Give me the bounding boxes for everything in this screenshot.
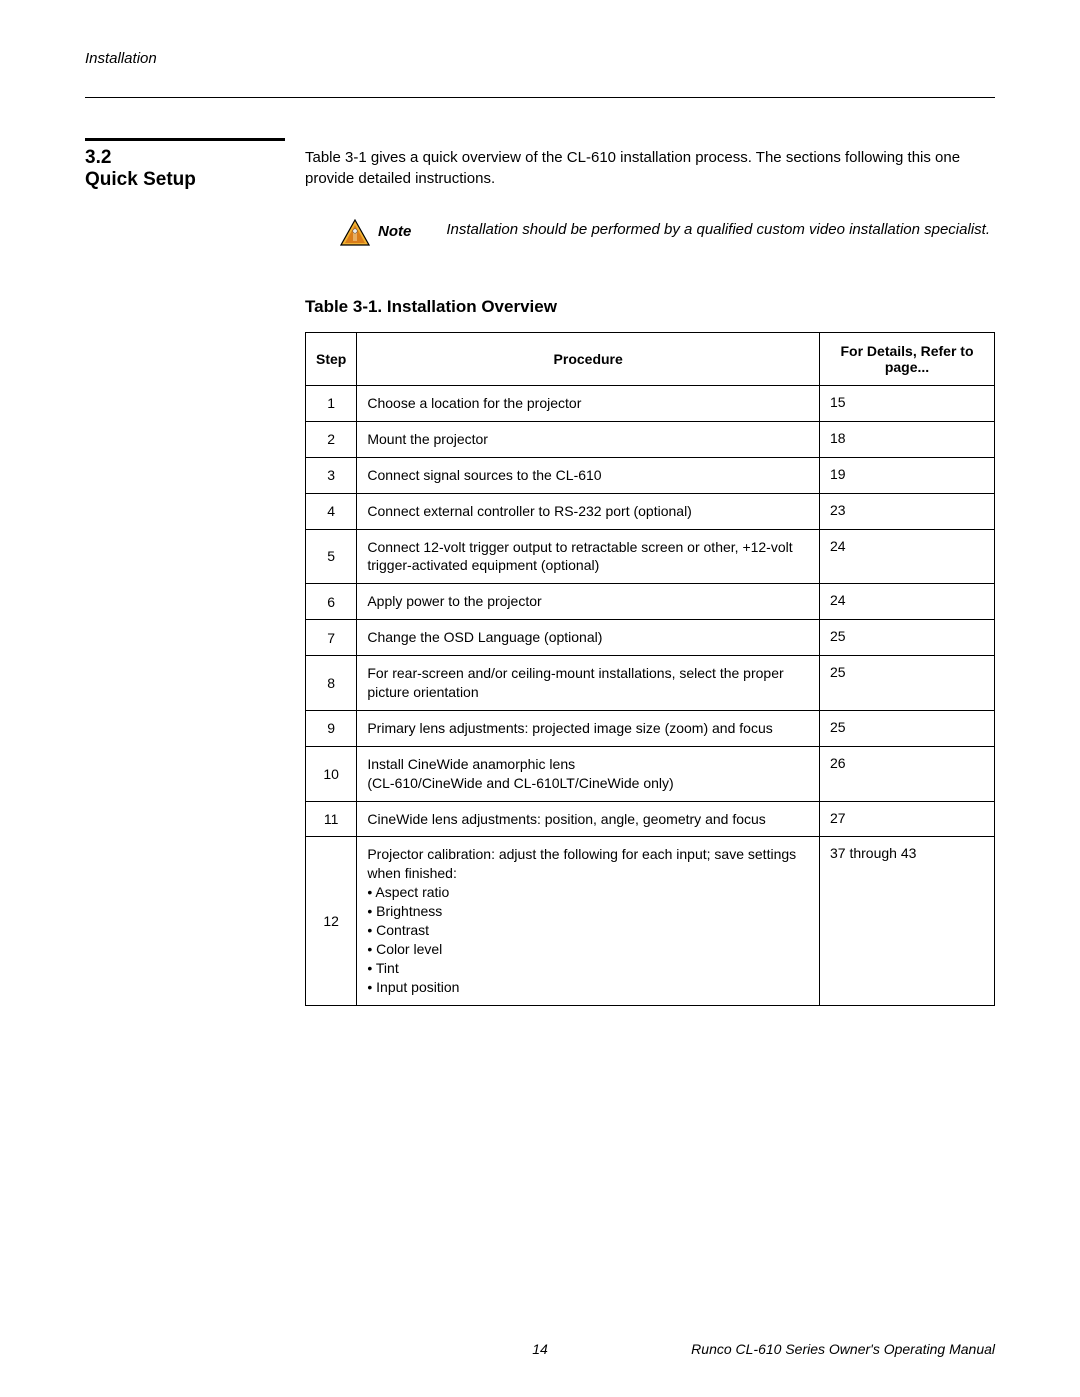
cell-page: 15: [820, 386, 995, 422]
cell-procedure: Connect 12-volt trigger output to retrac…: [357, 529, 820, 584]
cell-step: 11: [306, 801, 357, 837]
header-rule: [85, 97, 995, 98]
page-footer: 14 Runco CL-610 Series Owner's Operating…: [85, 1341, 995, 1357]
page-header: Installation: [85, 50, 995, 67]
table-row: 1Choose a location for the projector15: [306, 386, 995, 422]
cell-page: 26: [820, 746, 995, 801]
cell-page: 27: [820, 801, 995, 837]
page-number: 14: [525, 1341, 555, 1357]
cell-procedure: Connect external controller to RS-232 po…: [357, 493, 820, 529]
cell-step: 1: [306, 386, 357, 422]
cell-page: 25: [820, 656, 995, 711]
note-text: Installation should be performed by a qu…: [446, 219, 990, 240]
cell-step: 5: [306, 529, 357, 584]
cell-procedure: Projector calibration: adjust the follow…: [357, 837, 820, 1005]
table-row: 9Primary lens adjustments: projected ima…: [306, 710, 995, 746]
table-row: 7Change the OSD Language (optional)25: [306, 620, 995, 656]
section-title: Quick Setup: [85, 169, 285, 191]
cell-page: 25: [820, 620, 995, 656]
cell-procedure: For rear-screen and/or ceiling-mount ins…: [357, 656, 820, 711]
cell-page: 23: [820, 493, 995, 529]
cell-page: 25: [820, 710, 995, 746]
cell-step: 12: [306, 837, 357, 1005]
col-step: Step: [306, 333, 357, 386]
cell-procedure: Mount the projector: [357, 421, 820, 457]
note-label: Note: [378, 219, 411, 240]
note-callout: Note Installation should be performed by…: [305, 219, 995, 247]
cell-procedure: Choose a location for the projector: [357, 386, 820, 422]
cell-procedure: Connect signal sources to the CL-610: [357, 457, 820, 493]
cell-page: 24: [820, 529, 995, 584]
col-procedure: Procedure: [357, 333, 820, 386]
table-header-row: Step Procedure For Details, Refer to pag…: [306, 333, 995, 386]
cell-procedure: CineWide lens adjustments: position, ang…: [357, 801, 820, 837]
table-row: 10Install CineWide anamorphic lens(CL-61…: [306, 746, 995, 801]
col-details: For Details, Refer to page...: [820, 333, 995, 386]
cell-step: 10: [306, 746, 357, 801]
table-row: 6Apply power to the projector24: [306, 584, 995, 620]
table-row: 5Connect 12-volt trigger output to retra…: [306, 529, 995, 584]
section-heading: 3.2 Quick Setup: [85, 147, 285, 191]
manual-title: Runco CL-610 Series Owner's Operating Ma…: [691, 1341, 995, 1357]
warning-icon: [340, 219, 370, 247]
cell-step: 8: [306, 656, 357, 711]
section-rule: [85, 138, 285, 141]
cell-page: 18: [820, 421, 995, 457]
cell-step: 7: [306, 620, 357, 656]
cell-page: 24: [820, 584, 995, 620]
installation-table: Step Procedure For Details, Refer to pag…: [305, 332, 995, 1006]
cell-page: 19: [820, 457, 995, 493]
cell-page: 37 through 43: [820, 837, 995, 1005]
cell-procedure: Change the OSD Language (optional): [357, 620, 820, 656]
cell-step: 9: [306, 710, 357, 746]
cell-step: 6: [306, 584, 357, 620]
table-row: 3Connect signal sources to the CL-61019: [306, 457, 995, 493]
table-caption: Table 3-1. Installation Overview: [305, 297, 995, 317]
table-row: 4Connect external controller to RS-232 p…: [306, 493, 995, 529]
cell-procedure: Apply power to the projector: [357, 584, 820, 620]
table-row: 2Mount the projector18: [306, 421, 995, 457]
table-row: 8For rear-screen and/or ceiling-mount in…: [306, 656, 995, 711]
cell-step: 2: [306, 421, 357, 457]
cell-step: 4: [306, 493, 357, 529]
table-row: 11CineWide lens adjustments: position, a…: [306, 801, 995, 837]
section-number: 3.2: [85, 147, 285, 169]
intro-paragraph: Table 3-1 gives a quick overview of the …: [305, 147, 995, 189]
cell-step: 3: [306, 457, 357, 493]
cell-procedure: Primary lens adjustments: projected imag…: [357, 710, 820, 746]
cell-procedure: Install CineWide anamorphic lens(CL-610/…: [357, 746, 820, 801]
table-row: 12Projector calibration: adjust the foll…: [306, 837, 995, 1005]
